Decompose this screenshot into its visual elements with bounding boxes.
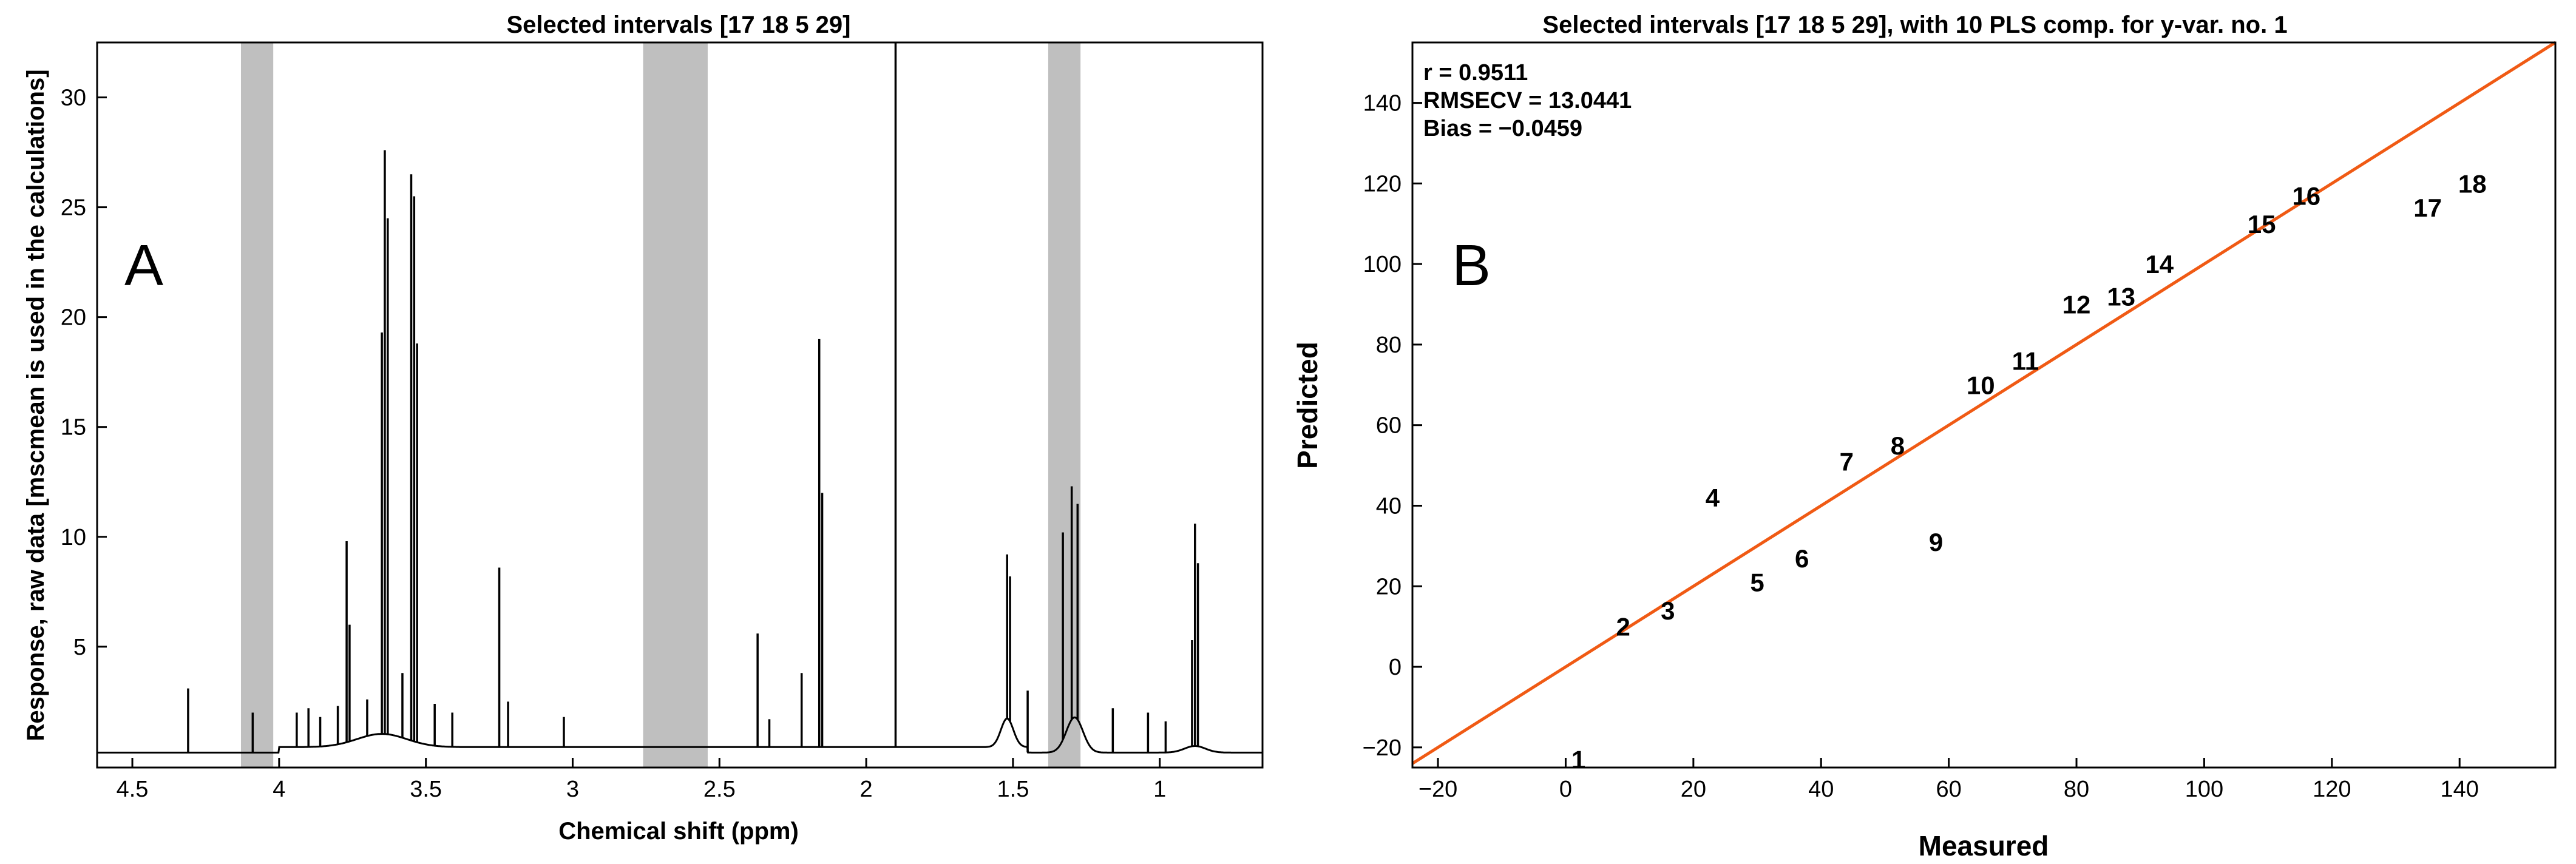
y-tick-label: 20 (1376, 574, 1402, 599)
sample-label-16: 16 (2292, 181, 2320, 210)
spectrum-trace (97, 42, 1263, 754)
y-tick-label: 15 (61, 415, 86, 440)
panel-b-y-axis-label: Predicted (1292, 342, 1323, 469)
y-tick-label: 140 (1363, 91, 1402, 116)
fit-line (1411, 41, 2557, 765)
x-tick-label: 4 (273, 777, 285, 802)
panel-a-spectrum: Selected intervals [17 18 5 29] 4.5 4 3.5 3… (22, 12, 1264, 845)
sample-label-15: 15 (2248, 210, 2276, 238)
panel-b-scatter: Selected intervals [17 18 5 29], with 10… (1292, 12, 2557, 862)
x-tick-label: −20 (1418, 777, 1457, 802)
sample-label-14: 14 (2145, 250, 2174, 278)
panel-a-label: A (124, 233, 163, 298)
stat-line-1: r = 0.9511 (1423, 60, 1528, 86)
x-tick-label: 1.5 (997, 777, 1029, 802)
x-tick-label: 4.5 (117, 777, 149, 802)
stat-line-2: RMSECV = 13.0441 (1423, 88, 1632, 113)
sample-label-12: 12 (2062, 291, 2091, 319)
x-tick-label: 100 (2185, 777, 2223, 802)
y-tick-label: 100 (1363, 252, 1402, 277)
panel-b-axes-frame (1411, 41, 2557, 769)
y-tick-label: 25 (61, 195, 86, 221)
panel-a-x-ticks: 4.5 4 3.5 3 2.5 2 1.5 1 (117, 758, 1166, 802)
sample-label-5: 5 (1750, 569, 1764, 597)
sample-label-18: 18 (2458, 169, 2487, 198)
sample-label-17: 17 (2413, 194, 2442, 222)
y-tick-label: 40 (1376, 493, 1402, 519)
x-tick-label: 80 (2064, 777, 2089, 802)
x-tick-label: 0 (1559, 777, 1572, 802)
x-tick-label: 60 (1936, 777, 1962, 802)
panel-a-y-axis-label: Response, raw data [mscmean is used in t… (22, 69, 49, 741)
y-tick-label: 30 (61, 86, 86, 111)
sample-label-13: 13 (2107, 282, 2135, 311)
panel-a-y-ticks: 5 10 15 20 25 30 (61, 86, 107, 660)
sample-label-6: 6 (1795, 544, 1809, 573)
sample-label-3: 3 (1661, 596, 1675, 625)
panel-b-label: B (1452, 233, 1491, 298)
y-tick-label: 5 (73, 635, 86, 660)
y-tick-label: 120 (1363, 171, 1402, 197)
selected-interval-band-3 (1048, 42, 1081, 768)
x-tick-label: 120 (2313, 777, 2351, 802)
y-tick-label: 10 (61, 525, 86, 550)
y-tick-label: 20 (61, 305, 86, 331)
sample-label-11: 11 (2012, 346, 2039, 375)
panel-a-x-axis-label: Chemical shift (ppm) (558, 818, 799, 845)
identity-fit-line (1411, 41, 2557, 765)
spectrum-baseline (97, 716, 1263, 754)
sample-label-8: 8 (1891, 431, 1905, 460)
x-tick-label: 140 (2441, 777, 2479, 802)
x-tick-label: 3 (566, 777, 579, 802)
selected-interval-band-2 (643, 42, 708, 768)
selected-interval-band-1 (240, 42, 274, 768)
y-tick-label: 0 (1389, 655, 1402, 680)
sample-label-9: 9 (1929, 528, 1943, 556)
panel-a-axes-frame (96, 41, 1264, 769)
x-tick-label: 3.5 (410, 777, 442, 802)
sample-label-4: 4 (1706, 484, 1720, 512)
y-tick-label: 80 (1376, 332, 1402, 358)
y-tick-label: 60 (1376, 413, 1402, 439)
x-tick-label: 40 (1808, 777, 1834, 802)
panel-b-x-ticks: −20 0 20 40 60 80 100 120 140 (1418, 758, 2479, 802)
sample-label-10: 10 (1967, 371, 1995, 399)
x-tick-label: 1 (1153, 777, 1166, 802)
panel-b-y-ticks: −20 0 20 40 60 80 100 120 140 (1363, 91, 1422, 761)
y-tick-label: −20 (1363, 735, 1402, 761)
panel-b-x-axis-label: Measured (1919, 830, 2049, 862)
x-tick-label: 2 (860, 777, 873, 802)
panel-b-title: Selected intervals [17 18 5 29], with 10… (1542, 12, 2287, 38)
x-tick-label: 2.5 (703, 777, 736, 802)
x-tick-label: 20 (1681, 777, 1706, 802)
selected-interval-bands (240, 42, 1081, 768)
sample-label-7: 7 (1840, 447, 1854, 476)
sample-label-1: 1 (1571, 746, 1585, 774)
stat-line-3: Bias = −0.0459 (1423, 116, 1582, 141)
panel-a-title: Selected intervals [17 18 5 29] (507, 12, 851, 38)
sample-label-2: 2 (1616, 613, 1630, 641)
